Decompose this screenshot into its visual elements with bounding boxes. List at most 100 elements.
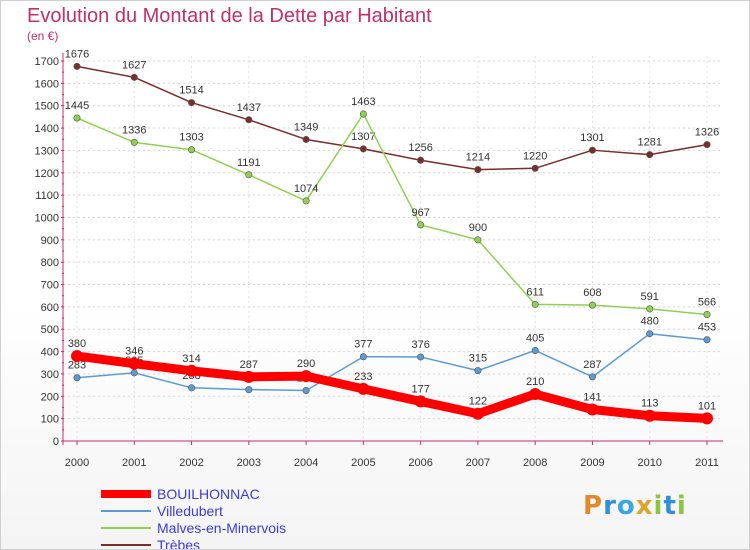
series-line-trèbes [76,65,708,171]
legend-label: BOUILHONNAC [157,485,260,502]
data-point [643,409,656,422]
y-tick-label: 100 [41,414,59,426]
series-line-bouilhonnac [72,351,712,423]
data-label: 380 [68,338,86,350]
data-label: 1437 [237,102,261,114]
y-tick-label: 0 [53,436,59,448]
x-tick-label: 2009 [580,457,604,469]
legend-item: Malves-en-Minervois [101,519,286,536]
data-label: 283 [68,360,86,372]
proxiti-logo: Proxiti [583,491,687,521]
legend-label: Villedubert [157,502,223,519]
data-point [531,164,539,172]
data-label: 287 [240,359,258,371]
data-point [531,300,539,308]
data-point [703,141,711,149]
data-point [188,99,196,107]
y-tick-label: 1200 [35,168,59,180]
data-point [302,386,310,394]
data-point [417,353,425,361]
y-tick-label: 900 [41,235,59,247]
legend-item: BOUILHONNAC [101,485,286,502]
y-tick-label: 300 [41,369,59,381]
y-tick-label: 1000 [35,212,59,224]
x-tick-label: 2005 [351,457,375,469]
data-point [73,62,81,70]
logo-letter: o [616,491,636,521]
data-point [646,305,654,313]
data-label: 314 [182,353,200,365]
data-point [245,171,253,179]
y-tick-label: 1400 [35,123,59,135]
x-tick-label: 2006 [408,457,432,469]
y-tick-label: 200 [41,391,59,403]
x-tick-label: 2001 [122,457,146,469]
data-point [128,357,141,370]
data-label: 1336 [122,124,146,136]
data-point [414,395,427,408]
y-tick-label: 1300 [35,145,59,157]
data-point [73,114,81,122]
legend-label: Trèbes [157,536,201,550]
data-point [188,146,196,154]
legend-swatch [101,509,151,512]
x-tick-label: 2000 [65,457,89,469]
data-label: 900 [469,222,487,234]
logo-letter: i [653,491,664,521]
data-point [302,135,310,143]
data-point [71,350,83,363]
logo-letter: P [583,491,604,521]
data-point [588,301,596,309]
data-label: 1074 [294,183,318,195]
chart-unit: (en €) [27,29,59,43]
data-point [703,310,711,318]
legend-swatch [101,526,151,529]
data-label: 405 [526,332,544,344]
legend-item: Trèbes [101,536,286,550]
x-tick-label: 2002 [179,457,203,469]
data-label: 591 [641,291,659,303]
data-point [130,73,138,81]
data-point [531,346,539,354]
data-label: 1514 [179,85,203,97]
data-label: 1627 [122,59,146,71]
data-point [130,369,138,377]
data-point [586,403,599,416]
data-point [245,116,253,124]
x-tick-label: 2007 [466,457,490,469]
data-point [359,145,367,153]
data-label: 210 [526,376,544,388]
data-label: 967 [411,207,429,219]
data-label: 1326 [695,127,719,139]
data-point [417,156,425,164]
data-label: 377 [354,339,372,351]
data-label: 1307 [351,131,375,143]
data-label: 315 [469,353,487,365]
x-tick-label: 2011 [695,457,719,469]
logo-letter: x [635,491,654,521]
y-tick-label: 800 [41,257,59,269]
x-tick-label: 2003 [237,457,261,469]
data-point [242,370,255,383]
data-point [188,384,196,392]
data-point [588,373,596,381]
series-line-malves-en-minervois [76,113,708,316]
data-point [359,353,367,361]
logo-letter: r [603,491,617,521]
legend-swatch [101,543,151,546]
data-label: 1301 [580,132,604,144]
data-label: 346 [125,346,143,358]
x-tick-label: 2004 [294,457,318,469]
data-label: 101 [698,400,716,412]
data-label: 608 [583,287,601,299]
y-tick-label: 500 [41,324,59,336]
data-label: 566 [698,296,716,308]
data-point [646,330,654,338]
data-point [185,364,198,377]
data-label: 1220 [523,150,547,162]
data-point [701,412,713,425]
data-point [471,407,484,420]
data-point [529,388,542,401]
